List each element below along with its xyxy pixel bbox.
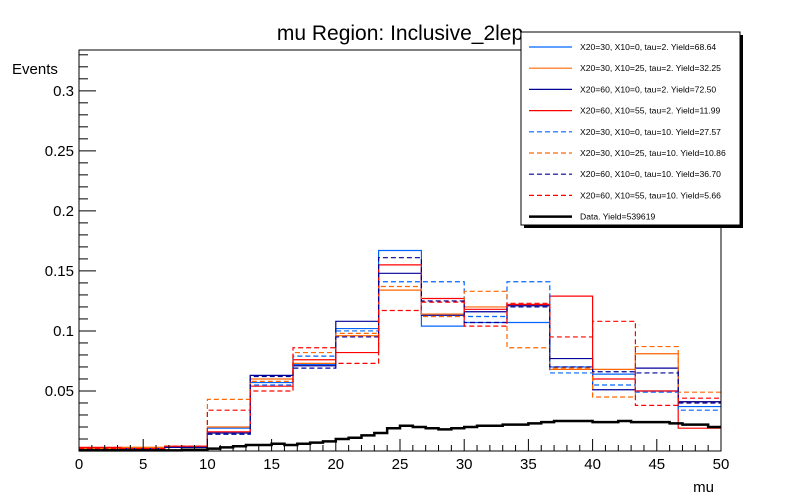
x-tick-label: 5	[139, 456, 147, 473]
y-tick-label: 0.3	[53, 83, 74, 100]
y-tick-label: 0.2	[53, 203, 74, 220]
plot-area	[79, 249, 721, 452]
y-axis-label: Events	[12, 61, 58, 78]
x-tick-label: 35	[520, 456, 537, 473]
series-line-0	[79, 249, 721, 450]
legend-entry-label: X20=60, X10=0, tau=10. Yield=36.70	[580, 169, 721, 179]
x-tick-label: 20	[327, 456, 344, 473]
x-tick-label: 50	[713, 456, 730, 473]
x-tick-label: 15	[263, 456, 280, 473]
legend-entry-label: X20=30, X10=0, tau=2. Yield=68.64	[580, 42, 716, 52]
series-line-6	[79, 257, 721, 451]
y-tick-label: 0.05	[45, 383, 74, 400]
legend-entry-label: X20=60, X10=55, tau=2. Yield=11.99	[580, 106, 721, 116]
chart-title: mu Region: Inclusive_2lep	[277, 22, 523, 45]
legend-box	[520, 31, 741, 226]
legend-entry-label: X20=60, X10=55, tau=10. Yield=5.66	[580, 190, 721, 200]
x-tick-label: 40	[584, 456, 601, 473]
legend-entry-label: X20=30, X10=25, tau=10. Yield=10.86	[580, 148, 726, 158]
x-tick-label: 25	[392, 456, 409, 473]
legend-entry-label: X20=30, X10=0, tau=10. Yield=27.57	[580, 127, 721, 137]
y-tick-label: 0.25	[45, 143, 74, 160]
legend-entry-label: X20=30, X10=25, tau=2. Yield=32.25	[580, 63, 721, 73]
series-line-2	[79, 272, 721, 451]
series-line-7	[79, 301, 721, 450]
x-tick-label: 30	[456, 456, 473, 473]
x-tick-label: 10	[199, 456, 216, 473]
x-tick-label: 45	[648, 456, 665, 473]
y-tick-label: 0.15	[45, 263, 74, 280]
legend: X20=30, X10=0, tau=2. Yield=68.64 X20=30,…	[520, 31, 743, 228]
y-tick-label: 0.1	[53, 323, 74, 340]
x-axis-label: mu	[693, 479, 714, 496]
legend-entry-label: Data. Yield=539619	[580, 212, 655, 222]
axes: 0 5 10 15 20 25 30 35 40 45 50 0.05 0.1 0.15 0.2 0.25 0.…	[45, 54, 730, 473]
x-tick-label: 0	[75, 456, 83, 473]
legend-entry-label: X20=60, X10=0, tau=2. Yield=72.50	[580, 84, 716, 94]
